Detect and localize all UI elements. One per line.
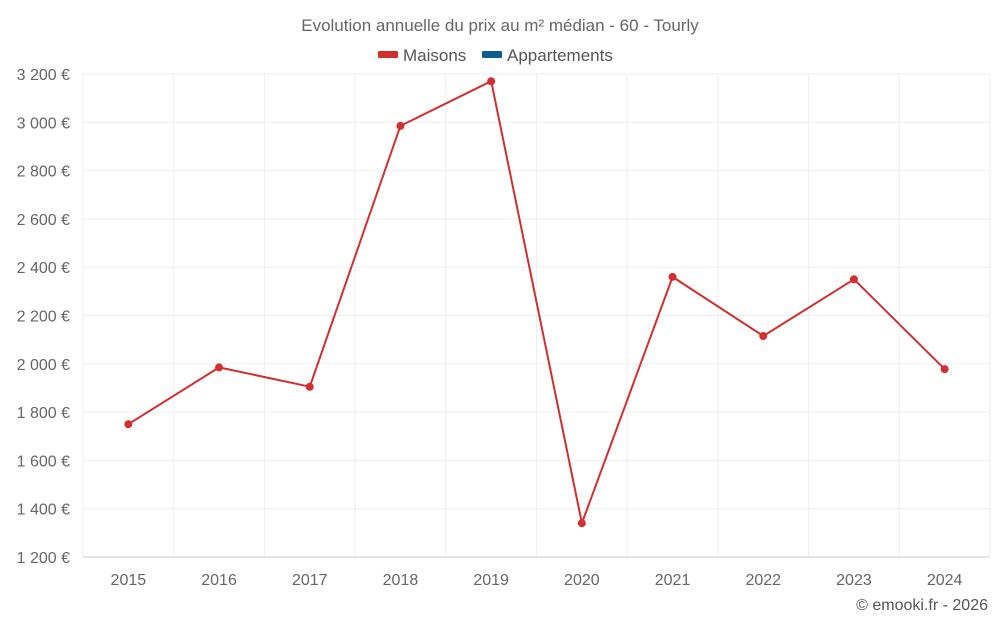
y-tick-label: 1 800 € xyxy=(17,405,70,422)
y-tick-label: 1 400 € xyxy=(17,502,70,519)
x-tick-label: 2022 xyxy=(745,572,781,589)
y-tick-label: 1 600 € xyxy=(17,453,70,470)
legend-swatch-appartements xyxy=(482,51,502,58)
legend-label-maisons: Maisons xyxy=(403,46,466,65)
x-gridlines xyxy=(82,74,991,557)
data-point[interactable] xyxy=(487,77,496,86)
data-point[interactable] xyxy=(849,275,858,284)
data-point[interactable] xyxy=(759,332,768,341)
data-point[interactable] xyxy=(577,519,586,528)
legend-item-appartements[interactable]: Appartements xyxy=(482,46,613,65)
x-tick-label: 2016 xyxy=(201,572,237,589)
y-tick-label: 2 600 € xyxy=(17,212,70,229)
x-tick-label: 2018 xyxy=(383,572,419,589)
chart-title: Evolution annuelle du prix au m² médian … xyxy=(301,16,699,35)
data-point[interactable] xyxy=(124,420,133,429)
x-tick-label: 2019 xyxy=(473,572,509,589)
legend: Maisons Appartements xyxy=(378,46,613,65)
data-point[interactable] xyxy=(305,382,314,391)
y-tick-label: 1 200 € xyxy=(17,550,70,567)
y-tick-label: 3 000 € xyxy=(17,115,70,132)
data-point[interactable] xyxy=(396,121,405,130)
x-tick-label: 2023 xyxy=(836,572,872,589)
data-point[interactable] xyxy=(215,363,224,372)
x-tick-label: 2024 xyxy=(927,572,963,589)
series-lines xyxy=(127,80,946,525)
y-tick-label: 2 200 € xyxy=(17,309,70,326)
x-tick-label: 2017 xyxy=(292,572,328,589)
x-tick-label: 2020 xyxy=(564,572,600,589)
credit-text: © emooki.fr - 2026 xyxy=(856,597,988,614)
data-point[interactable] xyxy=(940,365,949,374)
x-axis-labels: 2015 2016 2017 2018 2019 2020 2021 2022 2023 2024 xyxy=(111,572,963,589)
y-tick-label: 2 000 € xyxy=(17,357,70,374)
series-line-maisons xyxy=(127,80,946,525)
y-tick-label: 2 800 € xyxy=(17,164,70,181)
data-point[interactable] xyxy=(668,272,677,281)
legend-item-maisons[interactable]: Maisons xyxy=(378,46,466,65)
y-tick-label: 3 200 € xyxy=(17,67,70,84)
legend-swatch-maisons xyxy=(378,51,398,58)
y-axis-labels: 1 200 € 1 400 € 1 600 € 1 800 € 2 000 € 2 200… xyxy=(17,67,70,567)
x-tick-label: 2021 xyxy=(655,572,691,589)
x-tick-label: 2015 xyxy=(111,572,147,589)
y-tick-label: 2 400 € xyxy=(17,260,70,277)
series-points xyxy=(124,77,949,528)
legend-label-appartements: Appartements xyxy=(507,46,613,65)
